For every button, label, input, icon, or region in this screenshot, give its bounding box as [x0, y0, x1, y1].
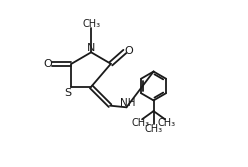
- Text: S: S: [64, 88, 71, 98]
- Text: N: N: [87, 43, 95, 53]
- Text: CH₃: CH₃: [145, 124, 163, 134]
- Text: CH₃: CH₃: [131, 118, 150, 128]
- Text: CH₃: CH₃: [158, 118, 176, 128]
- Text: O: O: [43, 59, 52, 69]
- Text: CH₃: CH₃: [82, 19, 100, 29]
- Text: NH: NH: [120, 98, 136, 108]
- Text: O: O: [124, 46, 133, 56]
